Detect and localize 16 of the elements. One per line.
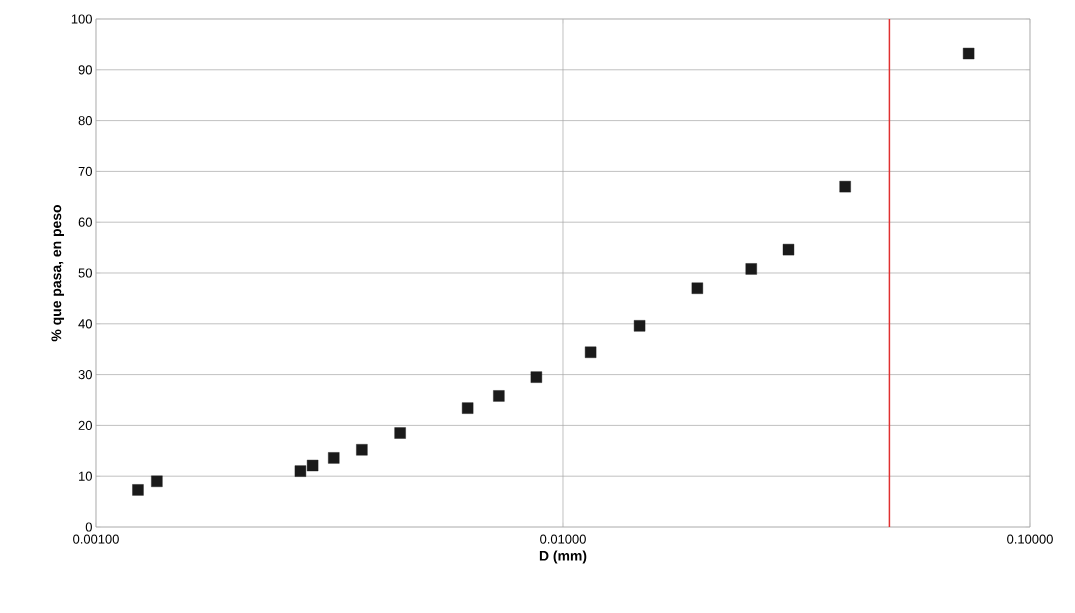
y-tick-label: 40 <box>78 319 92 329</box>
y-axis-title: % que pasa, en peso <box>51 204 65 342</box>
y-tick-label: 10 <box>79 471 92 481</box>
y-tick-label: 50 <box>78 268 92 278</box>
x-axis-title: D (mm) <box>539 550 587 564</box>
x-tick-label: 0.00100 <box>73 534 119 544</box>
y-tick-label: 30 <box>78 370 92 380</box>
x-tick-label: 0.10000 <box>1007 534 1053 544</box>
y-tick-label: 100 <box>71 14 92 24</box>
y-tick-label: 20 <box>78 420 92 430</box>
y-tick-label: 60 <box>78 217 92 227</box>
y-tick-label: 0 <box>85 522 92 532</box>
x-tick-label: 0.01000 <box>540 534 586 544</box>
y-tick-label: 70 <box>78 166 92 176</box>
y-tick-label: 80 <box>78 116 92 126</box>
y-tick-label: 90 <box>78 65 92 75</box>
